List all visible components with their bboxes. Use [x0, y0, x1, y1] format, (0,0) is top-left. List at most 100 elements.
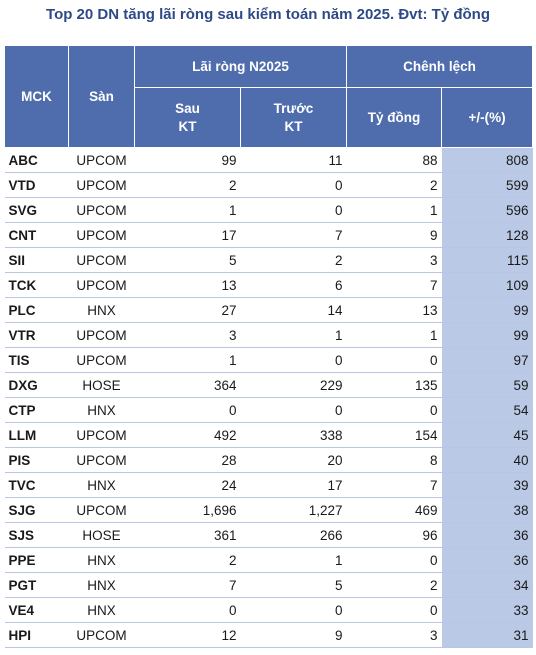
cell-truoc-kt: 0	[240, 172, 347, 198]
cell-san: UPCOM	[68, 622, 135, 648]
cell-mck: VTR	[4, 322, 69, 348]
cell-pct: 33	[441, 597, 533, 623]
header-sau-kt: Sau KT	[134, 87, 241, 148]
cell-san: HNX	[68, 472, 135, 498]
cell-san: HNX	[68, 297, 135, 323]
cell-ty-dong: 1	[346, 322, 442, 348]
cell-ty-dong: 7	[346, 472, 442, 498]
cell-ty-dong: 96	[346, 522, 442, 548]
cell-mck: SJS	[4, 522, 69, 548]
table-row: HPI UPCOM 12 9 3 31	[4, 622, 533, 648]
cell-ty-dong: 1	[346, 197, 442, 223]
cell-ty-dong: 13	[346, 297, 442, 323]
cell-mck: SVG	[4, 197, 69, 223]
cell-sau-kt: 12	[134, 622, 241, 648]
cell-sau-kt: 492	[134, 422, 241, 448]
cell-truoc-kt: 14	[240, 297, 347, 323]
cell-sau-kt: 361	[134, 522, 241, 548]
cell-ty-dong: 3	[346, 247, 442, 273]
table-row: PPE HNX 2 1 0 36	[4, 547, 533, 573]
cell-sau-kt: 0	[134, 597, 241, 623]
cell-pct: 54	[441, 397, 533, 423]
cell-sau-kt: 1	[134, 197, 241, 223]
cell-truoc-kt: 266	[240, 522, 347, 548]
table-row: VTD UPCOM 2 0 2 599	[4, 172, 533, 198]
cell-san: HNX	[68, 597, 135, 623]
table-row: ABC UPCOM 99 11 88 808	[4, 147, 533, 173]
cell-truoc-kt: 0	[240, 397, 347, 423]
cell-truoc-kt: 2	[240, 247, 347, 273]
cell-pct: 808	[441, 147, 533, 173]
header-lai-rong: Lãi ròng N2025	[134, 45, 347, 88]
table-row: PIS UPCOM 28 20 8 40	[4, 447, 533, 473]
cell-sau-kt: 1	[134, 347, 241, 373]
cell-mck: DXG	[4, 372, 69, 398]
cell-pct: 599	[441, 172, 533, 198]
cell-san: UPCOM	[68, 422, 135, 448]
cell-truoc-kt: 1,227	[240, 497, 347, 523]
header-truoc-kt: Trước KT	[240, 87, 347, 148]
header-sau-line2: KT	[178, 118, 197, 134]
cell-truoc-kt: 0	[240, 347, 347, 373]
cell-san: UPCOM	[68, 497, 135, 523]
cell-pct: 109	[441, 272, 533, 298]
table-row: LLM UPCOM 492 338 154 45	[4, 422, 533, 448]
cell-pct: 99	[441, 322, 533, 348]
table-row: SJG UPCOM 1,696 1,227 469 38	[4, 497, 533, 523]
cell-pct: 31	[441, 622, 533, 648]
cell-truoc-kt: 17	[240, 472, 347, 498]
cell-san: HOSE	[68, 372, 135, 398]
cell-ty-dong: 0	[346, 597, 442, 623]
cell-ty-dong: 2	[346, 172, 442, 198]
cell-mck: PIS	[4, 447, 69, 473]
cell-mck: SII	[4, 247, 69, 273]
table-row: TVC HNX 24 17 7 39	[4, 472, 533, 498]
cell-sau-kt: 17	[134, 222, 241, 248]
cell-ty-dong: 469	[346, 497, 442, 523]
header-pct: +/-(%)	[440, 87, 534, 148]
cell-truoc-kt: 6	[240, 272, 347, 298]
header-ty-dong: Tỷ đồng	[346, 87, 442, 148]
cell-san: UPCOM	[68, 172, 135, 198]
cell-mck: SJG	[4, 497, 69, 523]
cell-mck: PLC	[4, 297, 69, 323]
table-row: CTP HNX 0 0 0 54	[4, 397, 533, 423]
cell-truoc-kt: 0	[240, 197, 347, 223]
table-header: MCK Sàn Lãi ròng N2025 Chênh lệch Sau KT…	[4, 45, 534, 148]
cell-ty-dong: 0	[346, 347, 442, 373]
cell-mck: TIS	[4, 347, 69, 373]
cell-mck: PPE	[4, 547, 69, 573]
cell-mck: LLM	[4, 422, 69, 448]
cell-pct: 36	[441, 547, 533, 573]
cell-ty-dong: 9	[346, 222, 442, 248]
cell-san: UPCOM	[68, 272, 135, 298]
table-row: CNT UPCOM 17 7 9 128	[4, 222, 533, 248]
cell-pct: 596	[441, 197, 533, 223]
cell-pct: 39	[441, 472, 533, 498]
cell-sau-kt: 13	[134, 272, 241, 298]
cell-san: UPCOM	[68, 247, 135, 273]
cell-sau-kt: 28	[134, 447, 241, 473]
cell-pct: 40	[441, 447, 533, 473]
cell-san: UPCOM	[68, 147, 135, 173]
cell-truoc-kt: 0	[240, 597, 347, 623]
cell-sau-kt: 2	[134, 172, 241, 198]
cell-pct: 38	[441, 497, 533, 523]
cell-pct: 59	[441, 372, 533, 398]
cell-san: HNX	[68, 547, 135, 573]
header-truoc-line2: KT	[284, 118, 303, 134]
table-row: SVG UPCOM 1 0 1 596	[4, 197, 533, 223]
cell-truoc-kt: 5	[240, 572, 347, 598]
cell-truoc-kt: 7	[240, 222, 347, 248]
cell-mck: TCK	[4, 272, 69, 298]
cell-sau-kt: 1,696	[134, 497, 241, 523]
cell-sau-kt: 3	[134, 322, 241, 348]
cell-pct: 97	[441, 347, 533, 373]
cell-ty-dong: 8	[346, 447, 442, 473]
cell-san: HNX	[68, 572, 135, 598]
cell-pct: 115	[441, 247, 533, 273]
cell-sau-kt: 7	[134, 572, 241, 598]
cell-ty-dong: 2	[346, 572, 442, 598]
cell-ty-dong: 7	[346, 272, 442, 298]
table-row: PLC HNX 27 14 13 99	[4, 297, 533, 323]
